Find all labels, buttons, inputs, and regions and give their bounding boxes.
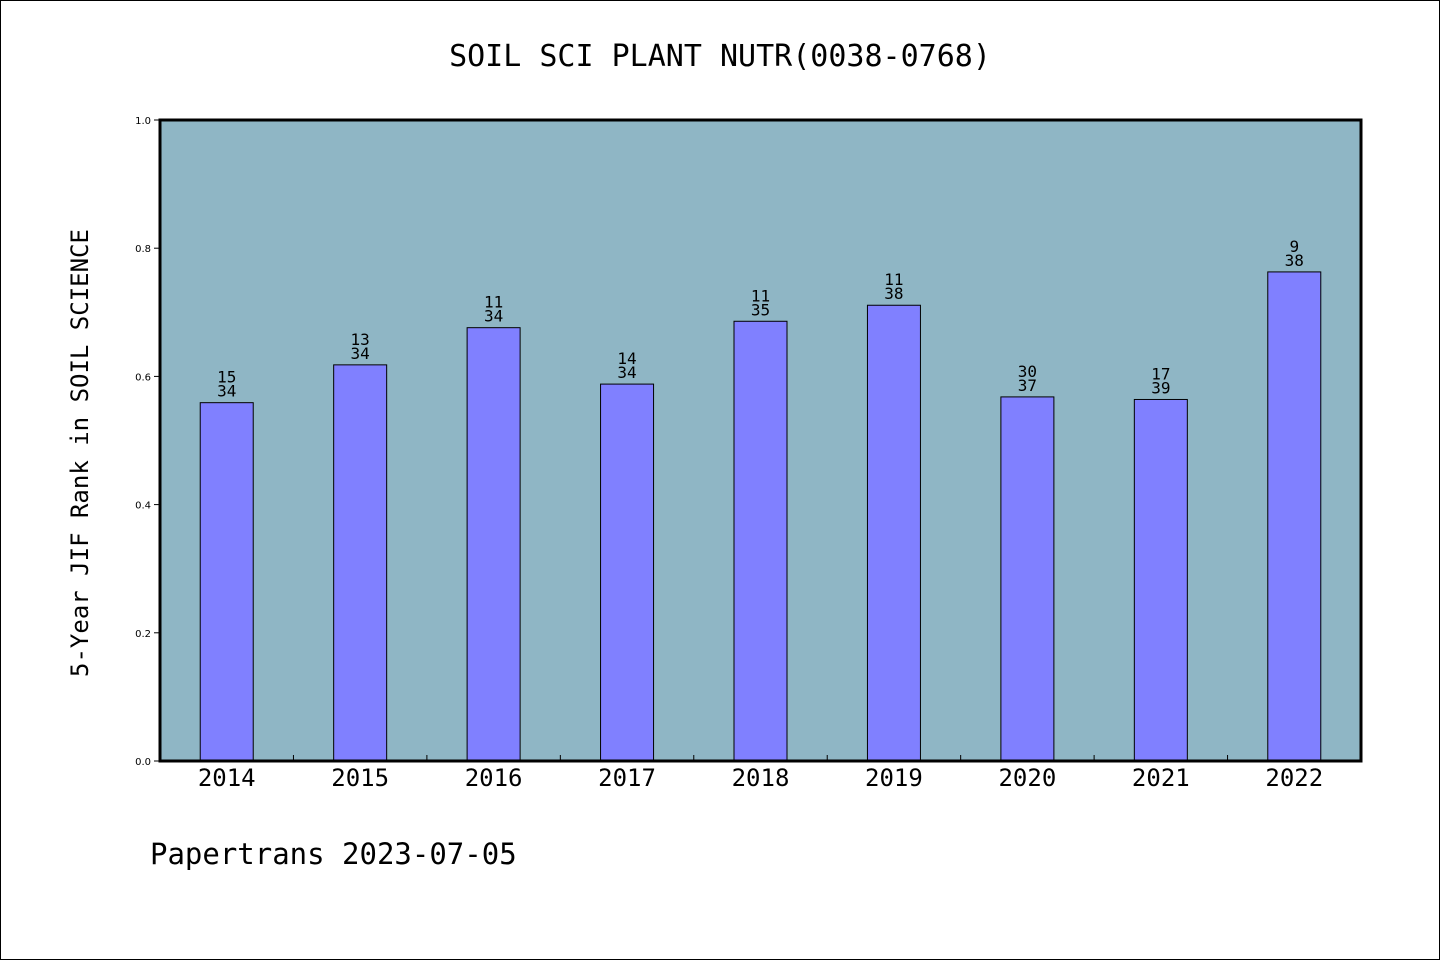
total-label: 38: [1285, 251, 1304, 270]
y-tick-label: 1.0: [135, 116, 151, 127]
footer-watermark: Papertrans 2023-07-05: [150, 837, 517, 871]
rank-label: 11: [884, 270, 903, 289]
y-axis-ticks: 0.0 0.2 0.4 0.6 0.8 1.0: [135, 116, 160, 768]
rank-label: 11: [484, 293, 503, 312]
bar-2020: [1000, 396, 1055, 762]
y-axis-label: 5-Year JIF Rank in SOIL SCIENCE: [66, 229, 94, 677]
x-tick-label: 2021: [1132, 764, 1190, 792]
x-tick-label: 2014: [198, 764, 256, 792]
bar-2018: [733, 320, 788, 762]
rank-label: 9: [1289, 237, 1299, 256]
x-tick-label: 2022: [1265, 764, 1323, 792]
x-tick-label: 2018: [732, 764, 790, 792]
y-tick-label: 0.6: [135, 372, 151, 383]
total-label: 34: [617, 363, 636, 382]
rank-label: 14: [617, 349, 636, 368]
total-label: 35: [751, 300, 770, 319]
bar-2019: [866, 304, 921, 762]
total-label: 37: [1018, 376, 1037, 395]
y-tick-label: 0.8: [135, 244, 151, 255]
y-tick-label: 0.2: [135, 629, 151, 640]
rank-label: 30: [1018, 362, 1037, 381]
total-label: 34: [351, 344, 370, 363]
bar-2021: [1133, 398, 1188, 762]
y-tick-label: 0.0: [135, 757, 151, 768]
y-tick-label: 0.4: [135, 501, 151, 512]
total-label: 38: [884, 284, 903, 303]
total-label: 34: [484, 307, 503, 326]
bar-2017: [600, 383, 655, 762]
x-tick-label: 2015: [331, 764, 389, 792]
bar-2014: [199, 402, 254, 762]
x-axis-ticks: 2014 2015 2016 2017 2018 2019 2020 2021 2022: [198, 755, 1323, 792]
bar-2022: [1267, 271, 1322, 762]
rank-label: 11: [751, 286, 770, 305]
chart-title: SOIL SCI PLANT NUTR(0038-0768): [449, 39, 991, 74]
rank-label: 15: [217, 368, 236, 387]
x-tick-label: 2016: [465, 764, 523, 792]
plot-border: [158, 118, 1363, 763]
bar-2015: [333, 364, 388, 762]
total-label: 39: [1151, 378, 1170, 397]
x-tick-label: 2017: [598, 764, 656, 792]
bar-2016: [466, 327, 521, 762]
x-tick-label: 2020: [998, 764, 1056, 792]
rank-label: 17: [1151, 364, 1170, 383]
x-tick-label: 2019: [865, 764, 923, 792]
rank-label: 13: [351, 330, 370, 349]
total-label: 34: [217, 382, 236, 401]
bar-series: [199, 271, 1322, 762]
